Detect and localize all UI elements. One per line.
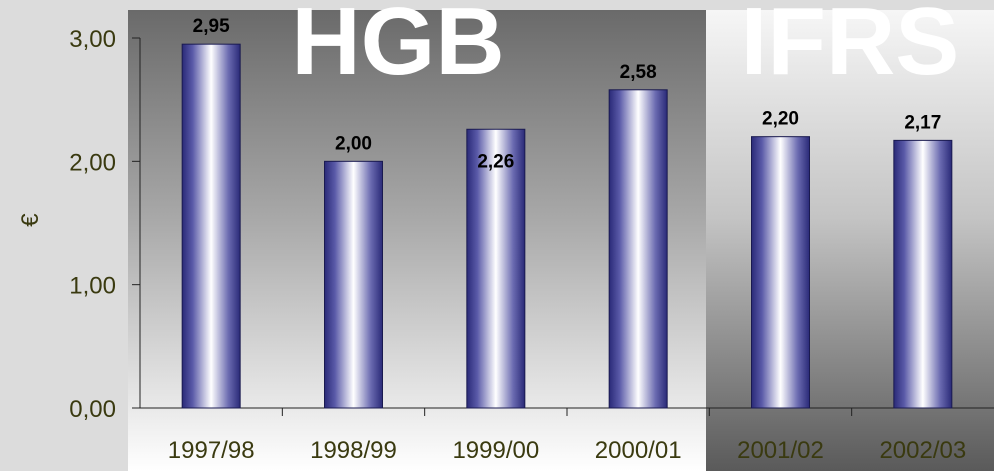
value-label: 2,95	[193, 16, 230, 37]
y-tick-label: 0,00	[69, 396, 116, 423]
section-label-ifrs: IFRS	[741, 0, 960, 95]
value-label: 2,17	[904, 112, 941, 133]
x-tick-label: 1998/99	[310, 437, 397, 464]
x-tick-label: 1997/98	[168, 437, 255, 464]
x-tick-label: 1999/00	[452, 437, 539, 464]
bar-1999-00	[466, 128, 526, 409]
value-label: 2,20	[762, 109, 799, 130]
bar-2002-03	[893, 139, 953, 409]
y-tick-label: 1,00	[69, 273, 116, 300]
x-tick-label: 2002/03	[879, 437, 966, 464]
x-tick-label: 2001/02	[737, 437, 824, 464]
value-label: 2,26	[477, 151, 514, 172]
x-tick-label: 2000/01	[595, 437, 682, 464]
value-label: 2,58	[620, 62, 657, 83]
bar-1997-98	[181, 43, 241, 409]
y-axis-label: €	[17, 213, 44, 227]
bar-1998-99	[324, 160, 383, 409]
section-label-hgb: HGB	[291, 0, 504, 95]
y-tick-label: 3,00	[69, 26, 116, 53]
value-label: 2,00	[335, 133, 372, 154]
y-tick-label: 2,00	[69, 149, 116, 176]
bar-2000-01	[608, 89, 668, 409]
bar-2001-02	[751, 136, 810, 409]
